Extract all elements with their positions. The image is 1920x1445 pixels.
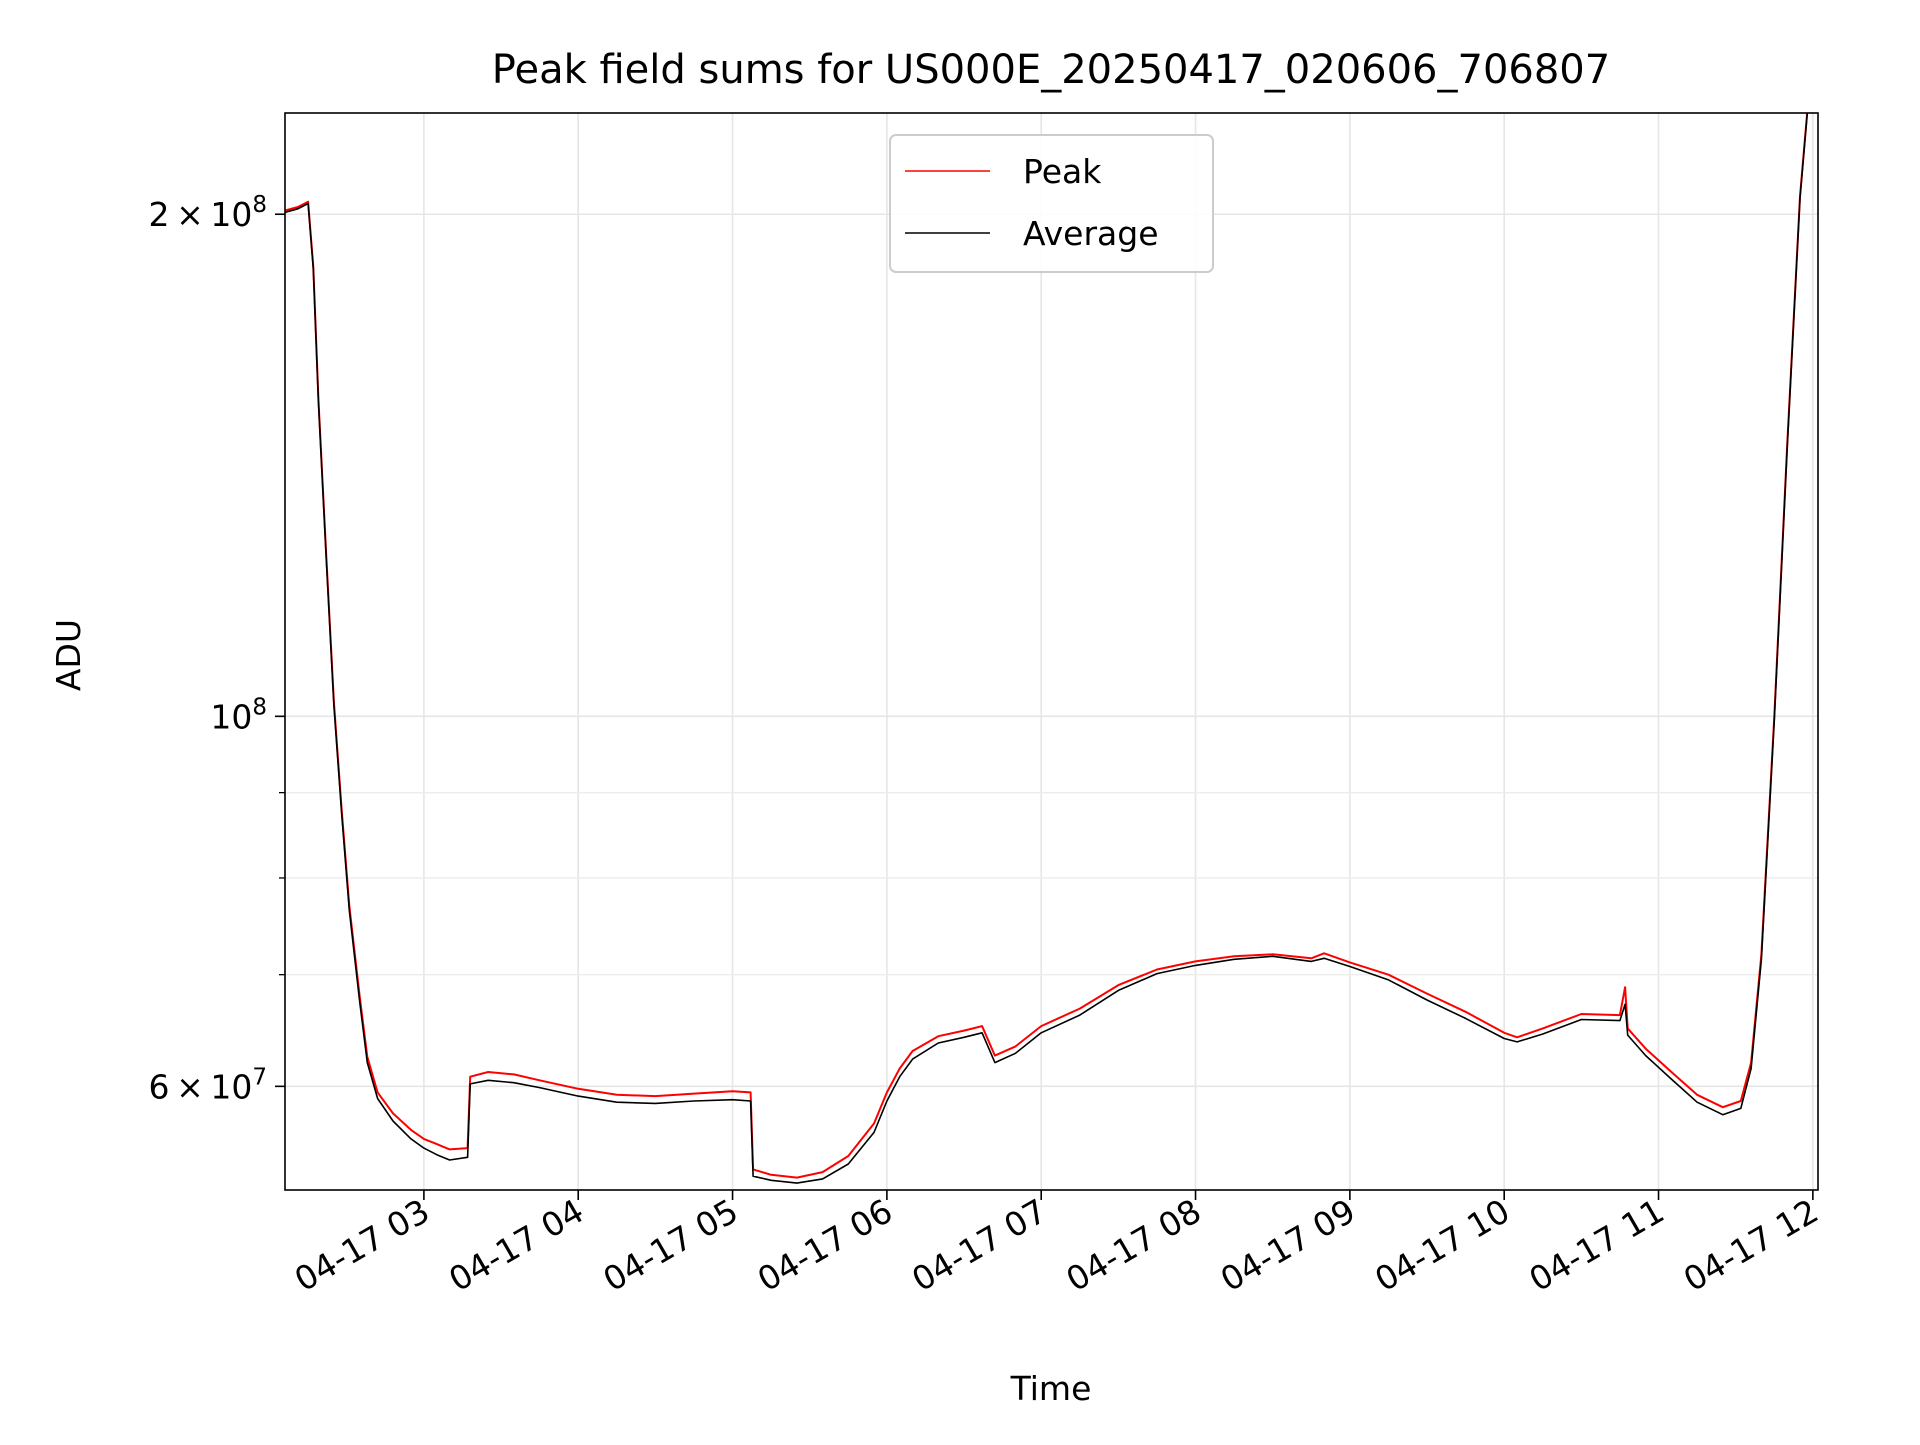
series-line-average <box>285 113 1809 1184</box>
series-line-peak <box>285 113 1809 1179</box>
x-tick-label: 04-17 04 <box>442 1191 590 1299</box>
x-tick-label: 04-17 10 <box>1368 1191 1516 1299</box>
legend: Peak Average <box>889 134 1214 273</box>
x-axis-label: Time <box>1010 1369 1092 1408</box>
x-tick-label: 04-17 11 <box>1523 1191 1671 1299</box>
y-axis-label: ADU <box>49 619 88 691</box>
x-tick-label: 04-17 07 <box>905 1191 1053 1299</box>
y-axis-ticks: 6 × 107 108 2 × 108 <box>149 192 285 1106</box>
x-tick-label: 04-17 08 <box>1060 1191 1208 1299</box>
legend-box <box>889 134 1214 273</box>
x-tick-label: 04-17 05 <box>597 1191 745 1299</box>
x-tick-label: 04-17 06 <box>751 1191 899 1299</box>
plot-frame <box>284 112 1819 1191</box>
x-tick-label: 04-17 03 <box>288 1191 436 1299</box>
legend-label-average: Average <box>1023 214 1159 253</box>
chart-title: Peak field sums for US000E_20250417_0206… <box>492 47 1610 93</box>
legend-label-peak: Peak <box>1023 152 1102 191</box>
x-tick-label: 04-17 09 <box>1214 1191 1362 1299</box>
plot-series <box>285 113 1809 1184</box>
y-tick-label: 6 × 107 <box>149 1064 267 1106</box>
y-tick-label: 2 × 108 <box>149 192 267 234</box>
y-tick-label: 108 <box>210 694 267 736</box>
x-tick-label: 04-17 12 <box>1677 1191 1825 1299</box>
x-axis-ticks: 04-17 03 04-17 04 04-17 05 04-17 06 04-17 07… <box>288 1190 1825 1299</box>
